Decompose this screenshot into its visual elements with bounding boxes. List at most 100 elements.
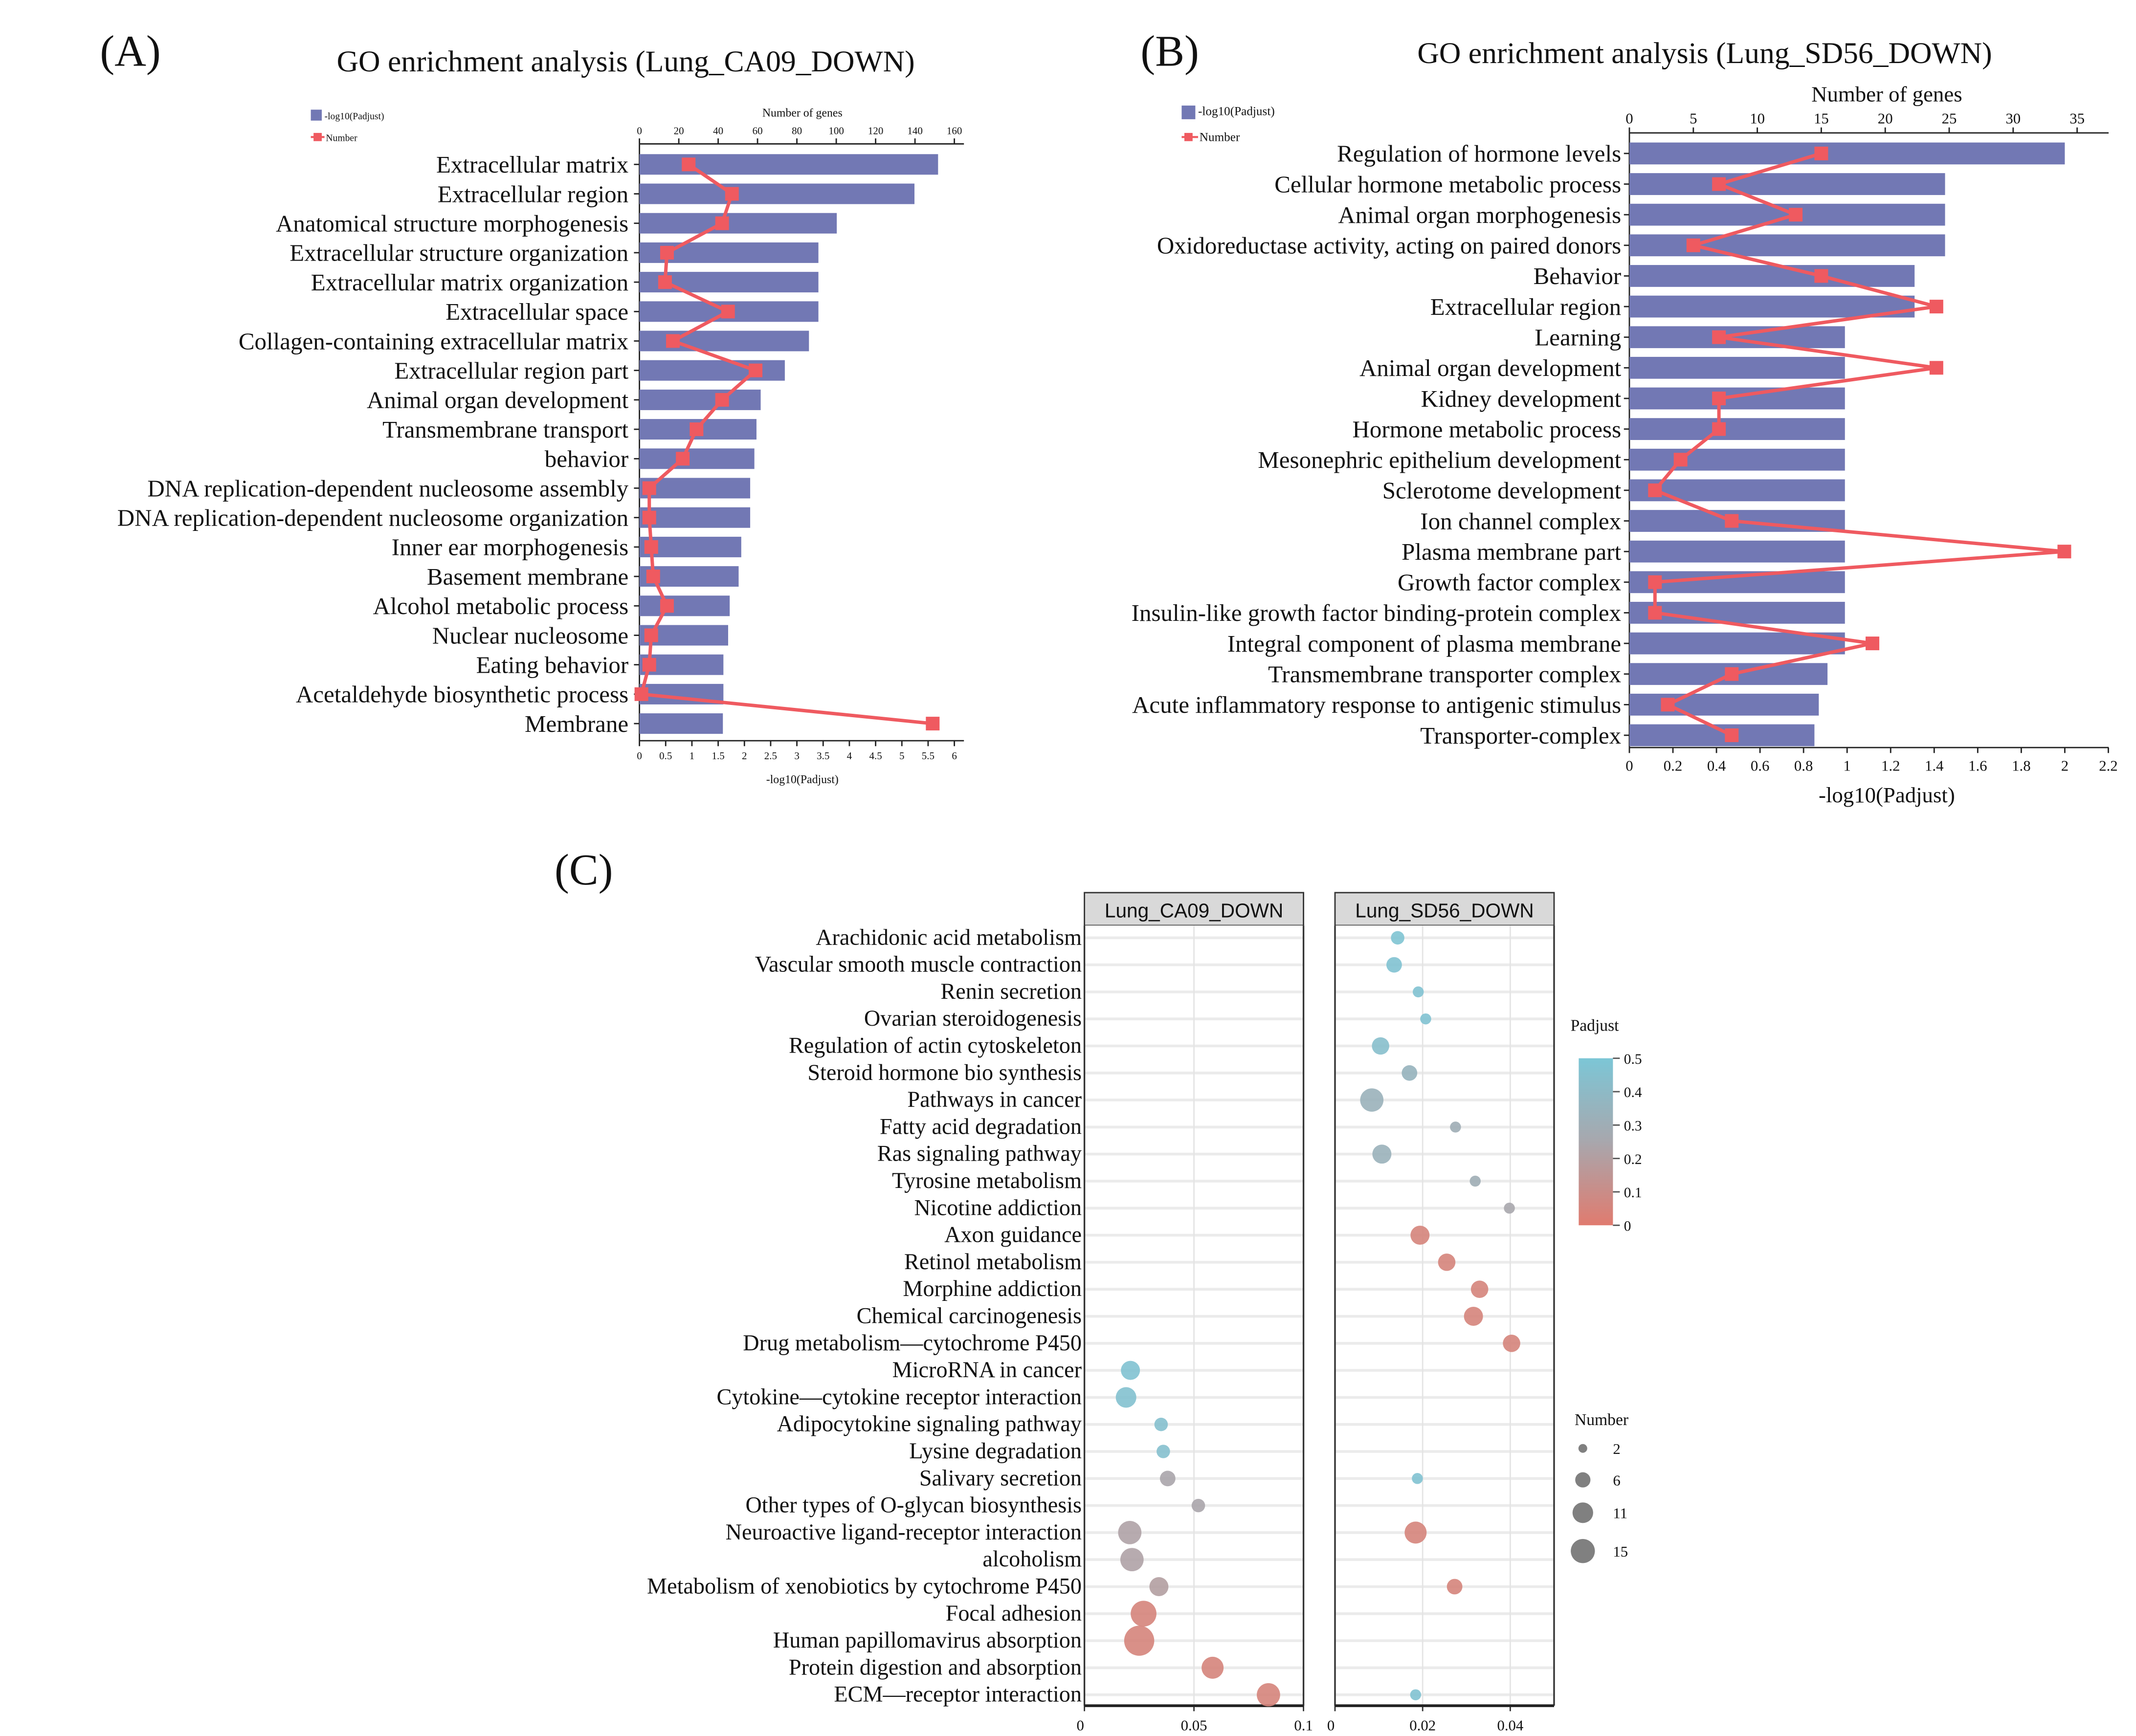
category-label: Chemical carcinogenesis [857, 1303, 1082, 1328]
number-marker [642, 658, 656, 672]
top-tick-label: 15 [1814, 110, 1829, 127]
bar [1629, 448, 1845, 471]
category-label: Extracellular matrix organization [311, 269, 628, 296]
legend-bar-swatch [311, 110, 322, 121]
number-marker [1686, 238, 1700, 252]
bar [639, 448, 755, 469]
number-marker [1712, 330, 1726, 344]
category-label: Protein digestion and absorption [789, 1654, 1082, 1679]
category-label: Basement membrane [427, 563, 628, 590]
color-bar [1579, 1058, 1613, 1226]
bubble [1386, 957, 1402, 973]
bar [639, 713, 723, 734]
top-tick-label: 60 [753, 125, 763, 137]
top-axis-title: Number of genes [1811, 82, 1962, 107]
bubble [1391, 931, 1404, 945]
category-label: Lysine degradation [909, 1438, 1082, 1463]
bottom-tick-label: 1.6 [1968, 758, 1987, 774]
category-label: Extracellular matrix [436, 151, 628, 178]
panel-label: (B) [1140, 27, 1199, 76]
size-legend-label: 6 [1613, 1472, 1620, 1489]
bar [1629, 203, 1945, 226]
bubble [1469, 1175, 1481, 1187]
category-label: Membrane [525, 710, 628, 737]
top-tick-label: 20 [674, 125, 684, 137]
bar [1629, 265, 1915, 287]
color-bar-label: 0.4 [1624, 1085, 1642, 1100]
bubble [1149, 1577, 1169, 1596]
number-marker [749, 363, 763, 377]
size-legend-circle [1575, 1472, 1591, 1488]
category-label: Pathways in cancer [907, 1087, 1082, 1112]
category-label: Mesonephric epithelium development [1258, 446, 1621, 473]
bubble [1503, 1335, 1520, 1352]
bottom-tick-label: 1.8 [2012, 758, 2031, 774]
number-marker [1725, 667, 1739, 681]
category-label: Salivary secretion [919, 1465, 1082, 1490]
number-marker [1648, 483, 1662, 497]
category-label: Transmembrane transport [382, 416, 628, 443]
category-label: Animal organ morphogenesis [1338, 201, 1621, 228]
number-marker [666, 334, 680, 348]
number-marker [1929, 300, 1943, 314]
top-tick-label: 120 [868, 125, 884, 137]
facet-strip-label: Lung_SD56_DOWN [1355, 899, 1534, 922]
category-label: Ras signaling pathway [877, 1141, 1082, 1166]
bar [639, 507, 751, 528]
bottom-tick-label: 2.2 [2099, 758, 2118, 774]
bubble [1159, 1471, 1176, 1487]
color-bar-label: 0.3 [1624, 1119, 1642, 1134]
top-axis-title: Number of genes [762, 107, 843, 119]
category-label: Retinol metabolism [904, 1249, 1082, 1274]
number-marker [2057, 545, 2071, 559]
number-marker [660, 599, 674, 613]
category-label: Animal organ development [1359, 354, 1622, 381]
number-marker [1866, 637, 1880, 651]
bar [639, 595, 730, 616]
bar [1629, 234, 1945, 257]
chart-title: GO enrichment analysis (Lung_CA09_DOWN) [337, 45, 915, 78]
number-marker [1789, 208, 1803, 222]
category-label: Fatty acid degradation [880, 1114, 1082, 1139]
number-marker [721, 305, 735, 319]
bubble [1115, 1387, 1136, 1408]
bottom-tick-label: 2 [2061, 758, 2069, 774]
category-label: Neuroactive ligand-receptor interaction [726, 1519, 1082, 1544]
bottom-tick-label: 5.5 [922, 750, 934, 762]
category-label: Ovarian steroidogenesis [864, 1006, 1082, 1031]
category-label: Anatomical structure morphogenesis [276, 210, 628, 237]
x-tick-label: 0 [1327, 1717, 1335, 1734]
bar [1629, 724, 1815, 747]
panel-b-go-chart: (B) GO enrichment analysis (Lung_SD56_DOW… [1132, 27, 2118, 807]
top-tick-label: 40 [713, 125, 723, 137]
category-label: Collagen-containing extracellular matrix [239, 328, 628, 354]
size-legend-title: Number [1575, 1411, 1628, 1429]
panel-a-go-chart: (A) GO enrichment analysis (Lung_CA09_DOW… [100, 27, 964, 786]
top-tick-label: 160 [947, 125, 962, 137]
bottom-tick-label: 2 [742, 750, 747, 762]
number-marker [715, 393, 729, 407]
number-marker [676, 452, 690, 466]
category-label: Arachidonic acid metabolism [816, 924, 1082, 949]
number-marker [1725, 728, 1739, 742]
bubble [1410, 1226, 1430, 1245]
legend-line-label: Number [326, 133, 357, 144]
x-tick-label: 0 [1076, 1717, 1084, 1734]
category-label: Vascular smooth muscle contraction [755, 952, 1082, 977]
color-legend-title: Padjust [1571, 1017, 1620, 1035]
category-label: Focal adhesion [946, 1601, 1082, 1626]
bar [639, 330, 809, 352]
top-tick-label: 35 [2069, 110, 2085, 127]
bottom-tick-label: 0.2 [1664, 758, 1683, 774]
legend-bar-swatch [1181, 105, 1196, 119]
panel-label: (A) [100, 27, 160, 76]
category-label: Extracellular region part [394, 357, 628, 384]
legend-bar-label: -log10(Padjust) [1198, 105, 1275, 118]
category-label: Integral component of plasma membrane [1227, 630, 1622, 657]
category-label: Extracellular space [445, 298, 628, 325]
category-label: Tyrosine metabolism [892, 1168, 1082, 1193]
bottom-tick-label: 1 [690, 750, 695, 762]
bubble [1121, 1361, 1140, 1380]
category-label: Human papillomavirus absorption [773, 1627, 1082, 1652]
